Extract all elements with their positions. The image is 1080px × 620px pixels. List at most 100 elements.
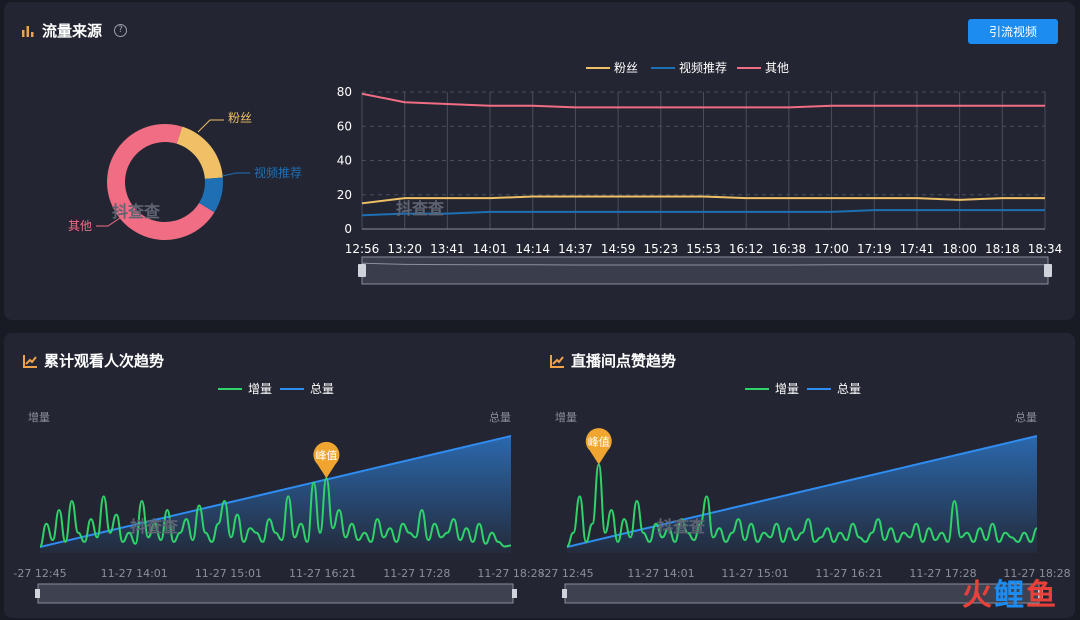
traffic-source-title-text: 流量来源 (42, 22, 103, 40)
x-tick-label: 18:34 (1028, 242, 1063, 256)
x-tick-label: 11-27 16:21 (815, 567, 882, 580)
logo-char-1: 火 (962, 578, 994, 613)
increment-line (566, 463, 1038, 548)
traffic-donut-chart (107, 124, 223, 240)
y-tick-label: 60 (337, 119, 352, 133)
peak-marker (585, 428, 612, 465)
slider-handle-left (35, 589, 40, 598)
total-line (39, 435, 512, 548)
x-tick-label: 17:19 (857, 242, 892, 256)
slider-handle-left (562, 589, 567, 598)
legend-label: 总量 (837, 382, 861, 396)
slider-handle-right (1038, 589, 1043, 598)
x-tick-label: 14:01 (473, 242, 508, 256)
x-tick-label: 15:23 (644, 242, 679, 256)
traffic-video-button[interactable]: 引流视频 (968, 19, 1058, 44)
x-tick-label: -27 12:45 (540, 567, 593, 580)
watermark: 抖查查 (130, 517, 178, 536)
traffic-source-title: 流量来源 ? (20, 20, 128, 41)
left-axis-label: 增量 (555, 410, 577, 424)
slider-track (361, 256, 1049, 285)
help-icon[interactable]: ? (114, 24, 128, 37)
donut-label-line (221, 172, 250, 177)
x-tick-label: 14:14 (515, 242, 550, 256)
x-tick-label: 13:41 (430, 242, 465, 256)
x-tick-label: 11-27 14:01 (627, 567, 694, 580)
x-tick-label: 11-27 15:01 (195, 567, 262, 580)
trend-icon (549, 353, 565, 369)
x-tick-label: 17:41 (900, 242, 935, 256)
donut-label: 粉丝 (228, 111, 252, 125)
x-tick-label: 14:59 (601, 242, 636, 256)
left-axis-label: 增量 (28, 410, 50, 424)
x-tick-label: 11-27 18:28 (1003, 567, 1070, 580)
likes-trend-title-text: 直播间点赞趋势 (571, 352, 677, 370)
donut-label: 其他 (68, 219, 92, 233)
y-tick-label: 0 (344, 222, 352, 236)
donut-watermark: 抖查查 (112, 202, 160, 221)
slider-handle-right (512, 589, 517, 598)
x-tick-label: 16:38 (772, 242, 807, 256)
x-tick-label: 11-27 16:21 (289, 567, 356, 580)
donut-slice (176, 126, 223, 179)
x-tick-label: 17:00 (814, 242, 849, 256)
x-tick-label: 11-27 14:01 (101, 567, 168, 580)
y-tick-label: 40 (337, 154, 352, 168)
x-tick-label: 11-27 15:01 (721, 567, 788, 580)
brand-logo: 火鲤鱼 (962, 570, 1058, 614)
legend-label: 总量 (310, 382, 334, 396)
legend-label: 视频推荐 (679, 60, 727, 75)
views-trend-title: 累计观看人次趋势 (22, 350, 164, 371)
x-tick-label: 18:00 (942, 242, 977, 256)
watermark: 抖查查 (657, 517, 705, 536)
peak-label: 峰值 (315, 449, 337, 462)
y-tick-label: 20 (337, 188, 352, 202)
x-tick-label: 11-27 17:28 (909, 567, 976, 580)
donut-slice (107, 124, 215, 240)
traffic-line-chart: 0 20 40 60 80 12:56 13:20 13:41 14:01 14:14 14:37 1… (337, 85, 1063, 256)
slider-preview-line (361, 262, 1048, 266)
donut-label: 视频推荐 (254, 165, 302, 180)
slider-handle-right (1044, 264, 1052, 277)
peak-marker (313, 441, 340, 479)
increment-line (39, 477, 512, 548)
trend-icon (22, 353, 38, 369)
donut-label-line (96, 217, 121, 227)
x-tick-label: 11-27 18:28 (477, 567, 544, 580)
x-tick-label: 14:37 (558, 242, 593, 256)
line-chart-legend: 粉丝 视频推荐 其他 (586, 60, 789, 75)
logo-char-2: 鲤 (994, 578, 1026, 613)
time-range-slider[interactable] (358, 256, 1052, 285)
slider-track (37, 583, 514, 604)
x-tick-label: 18:18 (985, 242, 1020, 256)
x-tick-label: 12:56 (345, 242, 380, 256)
peak-label: 峰值 (588, 436, 610, 449)
x-tick-label: 11-27 17:28 (383, 567, 450, 580)
x-tick-label: 16:12 (729, 242, 764, 256)
donut-label-line (197, 119, 224, 133)
bar-chart-icon (20, 23, 36, 39)
legend-label: 粉丝 (614, 61, 638, 75)
total-line (566, 435, 1038, 548)
right-axis-label: 总量 (489, 410, 511, 424)
x-tick-label: -27 12:45 (13, 567, 66, 580)
line-watermark: 抖查查 (396, 199, 444, 218)
right-axis-label: 总量 (1015, 410, 1037, 424)
y-tick-label: 80 (337, 85, 352, 99)
x-tick-label: 13:20 (387, 242, 422, 256)
legend-label: 增量 (248, 382, 272, 396)
legend-label: 增量 (775, 382, 799, 396)
x-tick-label: 15:53 (686, 242, 721, 256)
logo-char-3: 鱼 (1026, 578, 1058, 613)
legend-label: 其他 (765, 61, 789, 75)
donut-slice (199, 177, 223, 213)
likes-trend-title: 直播间点赞趋势 (549, 350, 676, 371)
views-trend-title-text: 累计观看人次趋势 (44, 352, 165, 370)
slider-handle-left (358, 264, 366, 277)
total-area (40, 436, 511, 553)
